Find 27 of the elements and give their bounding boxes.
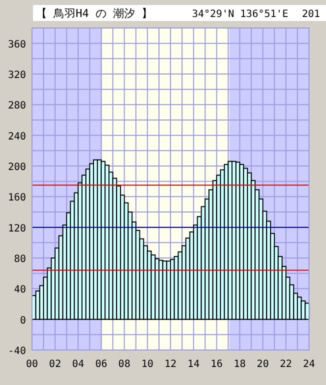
x-tick-label: 12 [164, 359, 177, 370]
y-tick-label: 200 [8, 162, 26, 173]
chart-subtitle: 34°29'N 136°51'E [192, 9, 288, 20]
y-tick-label: 360 [8, 39, 26, 50]
x-tick-label: 18 [234, 359, 246, 370]
x-tick-label: 08 [118, 359, 130, 370]
x-tick-label: 10 [141, 359, 154, 370]
y-tick-label: -40 [8, 346, 26, 357]
y-tick-label: 280 [8, 100, 26, 112]
x-tick-label: 06 [95, 359, 108, 370]
y-tick-label: 240 [8, 131, 26, 142]
chart-title: 【 鳥羽H4 の 潮汐 】 [36, 7, 153, 20]
x-tick-label: 04 [72, 359, 84, 370]
y-tick-label: 0 [20, 315, 26, 326]
x-tick-label: 22 [280, 359, 292, 370]
x-tick-label: 14 [188, 359, 200, 370]
y-tick-label: 320 [8, 70, 26, 81]
x-tick-label: 24 [302, 359, 316, 370]
x-tick-label: 20 [256, 359, 269, 370]
y-tick-label: 120 [8, 223, 26, 234]
y-tick-label: 160 [8, 192, 26, 204]
x-tick-label: 00 [26, 359, 38, 370]
y-tick-label: 80 [14, 254, 26, 265]
x-tick-label: 16 [210, 359, 223, 370]
x-tick-label: 02 [49, 359, 62, 370]
text: 201 [302, 9, 320, 20]
y-tick-label: 40 [14, 284, 26, 296]
